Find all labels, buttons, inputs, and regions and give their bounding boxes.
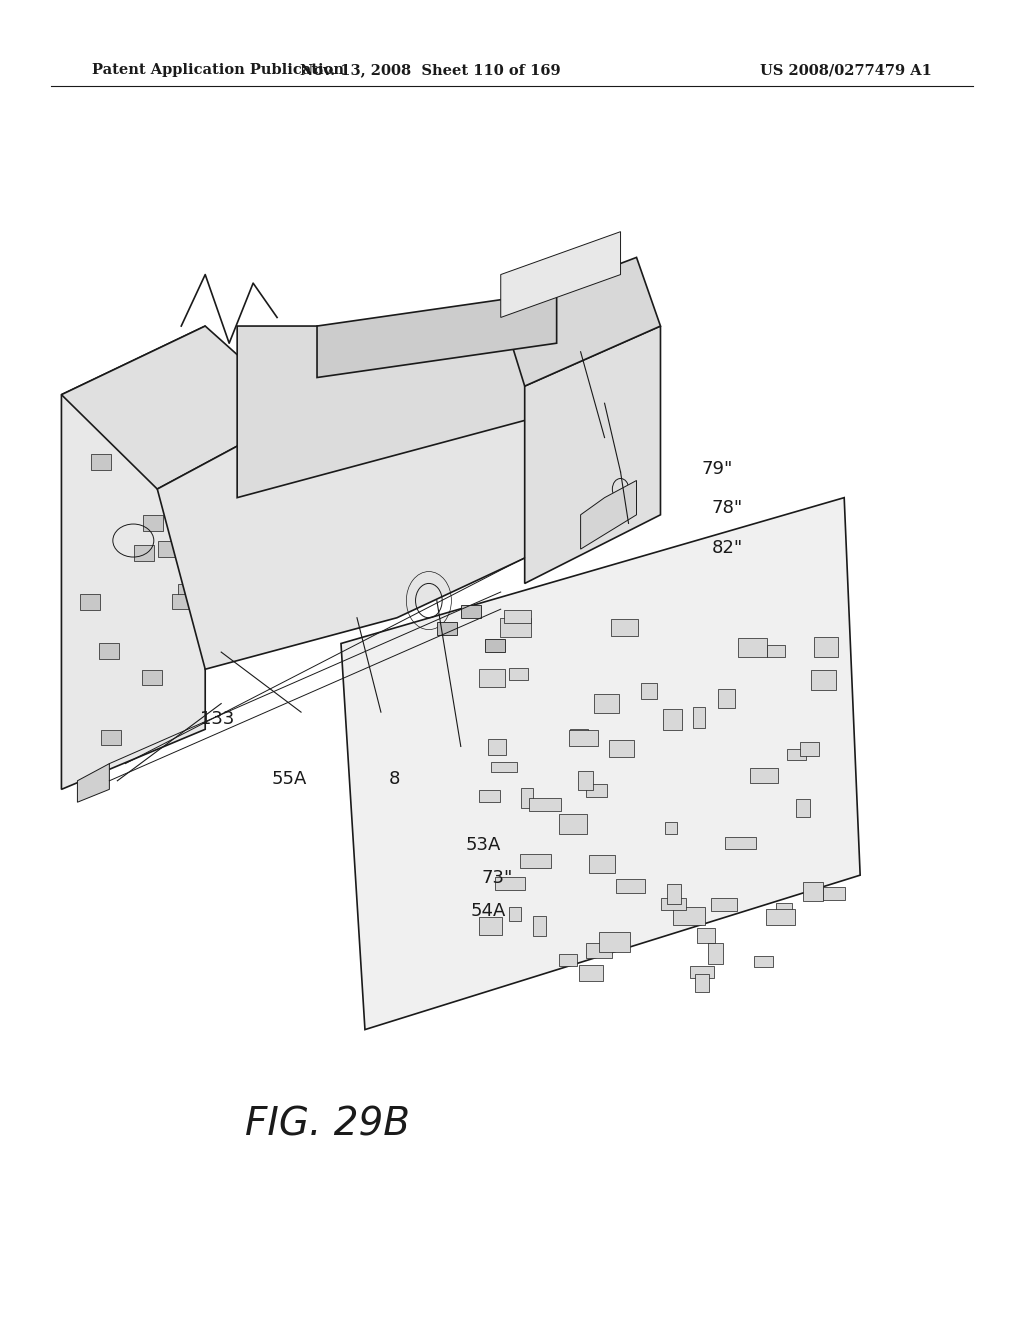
Bar [690,965,714,978]
Bar [754,956,773,968]
Bar [711,898,737,911]
Text: US 2008/0277479 A1: US 2008/0277479 A1 [760,63,932,78]
Text: Patent Application Publication: Patent Application Publication [92,63,344,78]
Bar [504,610,531,623]
Bar [609,741,634,756]
Bar [803,883,823,902]
Polygon shape [158,412,581,669]
Bar [580,965,603,981]
Text: Nov. 13, 2008  Sheet 110 of 169: Nov. 13, 2008 Sheet 110 of 169 [300,63,560,78]
Bar [589,855,615,873]
Bar [559,954,577,966]
Bar [143,515,163,531]
Bar [767,645,785,657]
Bar [660,898,686,909]
Bar [479,789,500,803]
Bar [532,916,546,936]
Bar [616,879,645,892]
Bar [751,768,777,783]
Bar [169,491,189,506]
Bar [80,594,100,610]
Bar [696,928,715,942]
Bar [496,876,525,890]
Bar [178,585,199,599]
Bar [479,669,505,688]
Bar [141,669,162,685]
Bar [665,822,677,834]
Bar [528,797,560,810]
Text: 54A: 54A [471,902,507,920]
Polygon shape [78,763,110,803]
Text: FIG. 29B: FIG. 29B [245,1106,411,1143]
Bar [668,883,681,904]
Bar [611,619,638,636]
Text: 8: 8 [389,770,400,788]
Text: 133: 133 [200,710,234,729]
Bar [509,668,527,680]
Text: 82": 82" [712,539,743,557]
Bar [461,605,481,618]
Bar [520,854,551,867]
Bar [814,636,839,657]
Polygon shape [501,232,621,318]
Bar [801,742,819,756]
Bar [437,622,457,635]
Bar [99,643,119,659]
Bar [492,762,517,772]
Bar [599,932,630,953]
Bar [708,944,723,964]
Polygon shape [501,257,660,385]
Bar [796,799,810,817]
Text: 73": 73" [481,869,513,887]
Bar [693,706,706,727]
Bar [484,639,505,652]
Bar [737,638,767,656]
Bar [520,788,534,808]
Polygon shape [238,326,637,498]
Bar [641,682,656,698]
Bar [174,363,195,379]
Bar [509,907,521,921]
Bar [488,739,506,755]
Text: 79": 79" [701,459,733,478]
Polygon shape [61,326,301,488]
Bar [578,771,593,791]
Bar [569,729,588,746]
Bar [787,748,806,760]
Bar [822,887,845,900]
Polygon shape [317,292,557,378]
Text: 78": 78" [712,499,743,517]
Bar [719,689,735,708]
Polygon shape [524,326,660,583]
Bar [100,730,121,746]
Bar [586,784,607,797]
Polygon shape [341,498,860,1030]
Bar [664,709,682,730]
Bar [478,916,502,935]
Bar [811,671,836,690]
Bar [776,903,792,915]
Polygon shape [581,480,637,549]
Bar [500,618,531,638]
Bar [559,814,587,834]
Text: 55A: 55A [271,770,307,788]
Bar [134,545,154,561]
Bar [766,908,796,925]
Bar [587,944,612,958]
Bar [91,454,112,470]
Bar [725,837,756,849]
Polygon shape [61,326,205,789]
Bar [569,730,598,746]
Bar [172,594,191,609]
Text: 53A: 53A [466,836,502,854]
Bar [673,907,705,925]
Bar [159,541,178,557]
Bar [694,974,709,991]
Bar [594,694,618,714]
